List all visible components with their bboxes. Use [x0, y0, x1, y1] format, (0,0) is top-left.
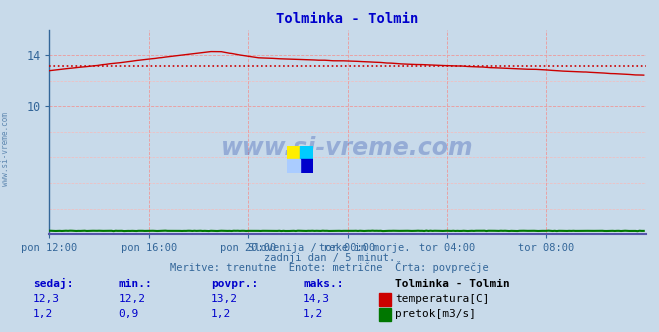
Text: povpr.:: povpr.:: [211, 279, 258, 289]
Text: 12,3: 12,3: [33, 294, 60, 304]
Text: www.si-vreme.com: www.si-vreme.com: [1, 113, 10, 186]
Text: zadnji dan / 5 minut.: zadnji dan / 5 minut.: [264, 253, 395, 263]
Text: 12,2: 12,2: [119, 294, 146, 304]
Text: sedaj:: sedaj:: [33, 278, 73, 289]
Text: www.si-vreme.com: www.si-vreme.com: [221, 136, 474, 160]
Text: temperatura[C]: temperatura[C]: [395, 294, 490, 304]
Text: 14,3: 14,3: [303, 294, 330, 304]
Text: 1,2: 1,2: [211, 309, 231, 319]
Text: 13,2: 13,2: [211, 294, 238, 304]
Bar: [287, 159, 300, 173]
Text: Slovenija / reke in morje.: Slovenija / reke in morje.: [248, 243, 411, 253]
Bar: [300, 146, 313, 159]
Text: maks.:: maks.:: [303, 279, 343, 289]
Bar: [287, 146, 300, 159]
Text: min.:: min.:: [119, 279, 152, 289]
Text: Tolminka - Tolmin: Tolminka - Tolmin: [395, 279, 510, 289]
Text: 1,2: 1,2: [303, 309, 324, 319]
Text: Meritve: trenutne  Enote: metrične  Črta: povprečje: Meritve: trenutne Enote: metrične Črta: …: [170, 261, 489, 273]
Title: Tolminka - Tolmin: Tolminka - Tolmin: [276, 12, 419, 26]
Text: 0,9: 0,9: [119, 309, 139, 319]
Text: 1,2: 1,2: [33, 309, 53, 319]
Bar: [300, 159, 313, 173]
Text: pretok[m3/s]: pretok[m3/s]: [395, 309, 476, 319]
